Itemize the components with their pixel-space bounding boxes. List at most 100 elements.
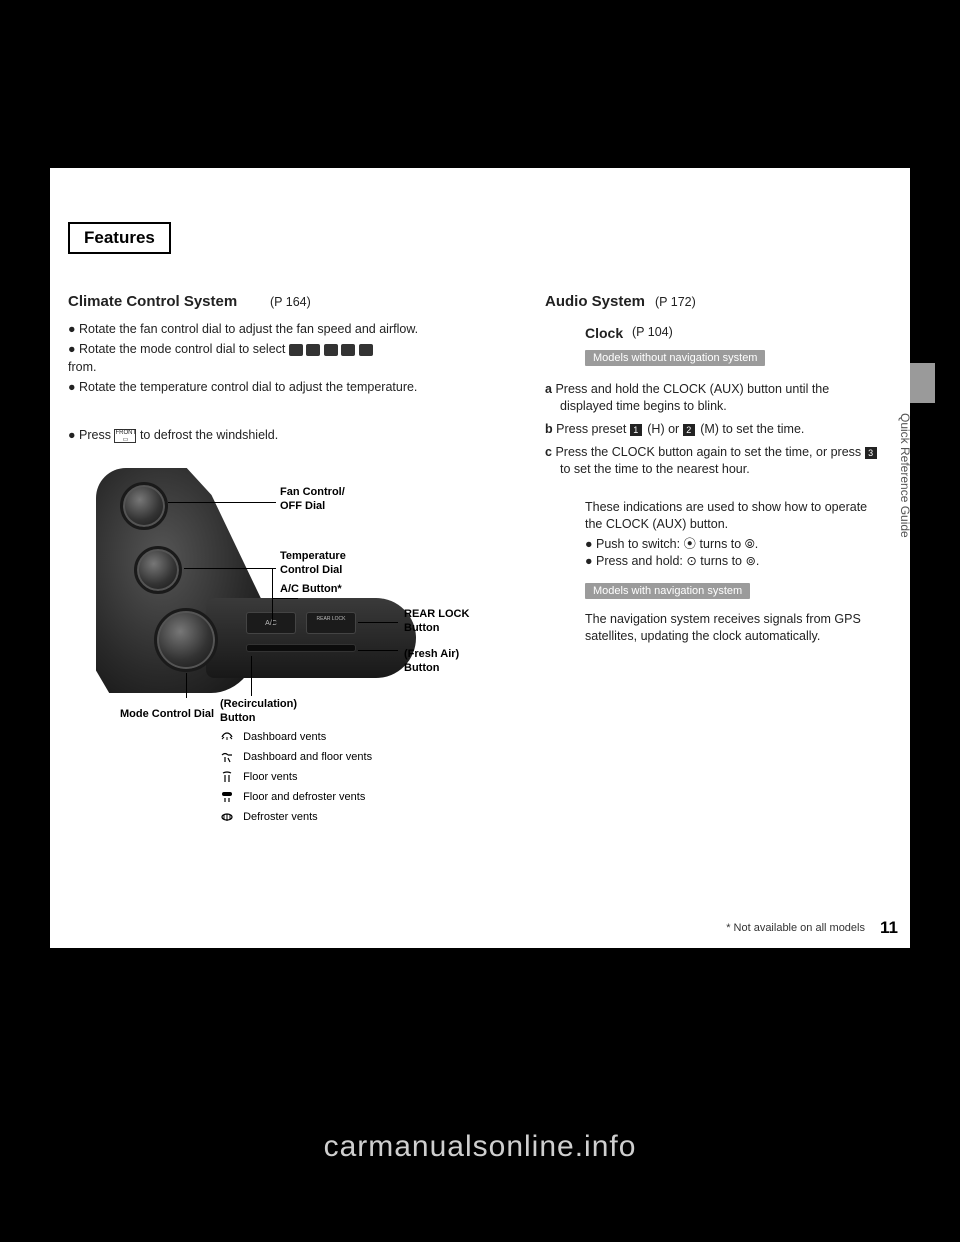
step-c-letter: c xyxy=(545,445,552,459)
rec-callout: (Recirculation) Button xyxy=(220,698,297,726)
note-line2: the CLOCK (AUX) button. xyxy=(585,515,728,533)
lead-ac-v xyxy=(272,568,273,624)
mode-icon-def xyxy=(359,344,373,356)
step-b-letter: b xyxy=(545,422,553,436)
fresh-callout-a: (Fresh Air) xyxy=(404,648,459,660)
mode-text-3: Floor vents xyxy=(243,771,297,783)
mode-text-4: Floor and defroster vents xyxy=(243,791,365,803)
mode-icon-dashfloor xyxy=(306,344,320,356)
step-c-pre: Press the CLOCK button again to set the … xyxy=(555,445,861,459)
step-a: a Press and hold the CLOCK (AUX) button … xyxy=(545,380,829,398)
mode-glyph-dash xyxy=(220,730,234,744)
mode-dial xyxy=(154,608,218,672)
clock-ref: (P 104) xyxy=(632,325,673,339)
lead-mode-v xyxy=(186,673,187,698)
mode-row-2: Dashboard and floor vents xyxy=(220,750,372,765)
temperature-dial xyxy=(134,546,182,594)
air-slider xyxy=(246,644,356,652)
fan-callout-a: Fan Control/ xyxy=(280,486,345,498)
rear-callout-a: REAR LOCK xyxy=(404,608,469,620)
step-c: c Press the CLOCK button again to set th… xyxy=(545,443,879,461)
manual-page: Quick Reference Guide Features Climate C… xyxy=(50,168,910,948)
chip-without-nav: Models without navigation system xyxy=(585,350,765,366)
defrost-pre: ● Press xyxy=(68,428,111,442)
preset-2-icon: 2 xyxy=(683,424,695,436)
fan-callout: Fan Control/ OFF Dial xyxy=(280,486,345,514)
footnote: * Not available on all models xyxy=(726,922,865,934)
climate-bullet-mode-a: ● Rotate the mode control dial to select xyxy=(68,340,468,358)
ac-button: A/C xyxy=(246,612,296,634)
mode-row-3: Floor vents xyxy=(220,770,297,785)
side-section-label: Quick Reference Guide xyxy=(892,413,912,663)
audio-title: Audio System xyxy=(545,293,645,310)
fan-callout-b: OFF Dial xyxy=(280,500,325,512)
lead-rec-v xyxy=(251,656,252,696)
mode-glyph-floor xyxy=(220,770,234,784)
note-push: ● Push to switch: ⦿ turns to ⦾. xyxy=(585,535,758,553)
mode-dial-callout: Mode Control Dial xyxy=(120,708,214,722)
clock-title: Clock xyxy=(585,323,623,343)
climate-bullet-fan: ● Rotate the fan control dial to adjust … xyxy=(68,320,468,338)
step-b-h: (H) or xyxy=(647,422,679,436)
lead-ac-h xyxy=(272,598,298,599)
rear-lock-button: REAR LOCK xyxy=(306,612,356,634)
rec-callout-b: Button xyxy=(220,712,255,724)
mode-text-2: Dashboard and floor vents xyxy=(243,751,372,763)
mode-glyph-def xyxy=(220,810,234,824)
preset-1-icon: 1 xyxy=(630,424,642,436)
mode-text-1: Dashboard vents xyxy=(243,731,326,743)
temp-callout: Temperature Control Dial xyxy=(280,550,346,578)
audio-ref: (P 172) xyxy=(655,295,696,309)
mode-icon-dash xyxy=(289,344,303,356)
climate-title: Climate Control System xyxy=(68,293,237,310)
lead-temp xyxy=(184,568,276,569)
rear-callout-b: Button xyxy=(404,622,439,634)
ac-callout-txt: A/C Button* xyxy=(280,583,342,595)
temp-callout-b: Control Dial xyxy=(280,564,342,576)
step-b: b Press preset 1 (H) or 2 (M) to set the… xyxy=(545,420,804,438)
nav-line1: The navigation system receives signals f… xyxy=(585,610,861,628)
lead-fresh xyxy=(358,650,398,651)
note-line1: These indications are used to show how t… xyxy=(585,498,867,516)
climate-page-ref: (P 164) xyxy=(270,295,311,309)
climate-control-panel: A/C REAR LOCK xyxy=(96,468,416,693)
mode-dial-title: Mode Control Dial xyxy=(120,708,214,720)
step-a-letter: a xyxy=(545,382,552,396)
mode-icon-floor xyxy=(324,344,338,356)
climate-bullet-temp: ● Rotate the temperature control dial to… xyxy=(68,378,468,396)
mode-row-1: Dashboard vents xyxy=(220,730,326,745)
nav-line2: satellites, updating the clock automatic… xyxy=(585,627,820,645)
defrost-post: to defrost the windshield. xyxy=(140,428,278,442)
mode-row-4: Floor and defroster vents xyxy=(220,790,365,805)
page-number: 11 xyxy=(880,918,898,938)
temp-callout-a: Temperature xyxy=(280,550,346,562)
step-a-line1: Press and hold the CLOCK (AUX) button un… xyxy=(555,382,829,396)
rec-callout-a: (Recirculation) xyxy=(220,698,297,710)
features-heading: Features xyxy=(68,222,171,254)
mode-glyph-floordef xyxy=(220,790,234,804)
mode-row-5: Defroster vents xyxy=(220,810,318,825)
mode-text-5: Defroster vents xyxy=(243,811,318,823)
step-b-pre: Press preset xyxy=(556,422,626,436)
ac-callout: A/C Button* xyxy=(280,583,342,597)
step-b-m: (M) to set the time. xyxy=(700,422,804,436)
fan-dial xyxy=(120,482,168,530)
climate-bullet-defrost: ● Press FRONT▭ to defrost the windshield… xyxy=(68,426,278,444)
watermark: carmanualsonline.info xyxy=(0,1130,960,1164)
preset-3-icon: 3 xyxy=(865,447,877,459)
mode-bullet-text-a: ● Rotate the mode control dial to select xyxy=(68,342,285,356)
side-tab xyxy=(910,363,935,403)
mode-glyph-dashfloor xyxy=(220,750,234,764)
front-defrost-icon: FRONT▭ xyxy=(114,429,136,443)
climate-bullet-mode-b: from. xyxy=(68,358,96,376)
mode-icon-floordef xyxy=(341,344,355,356)
chip-with-nav: Models with navigation system xyxy=(585,583,750,599)
fresh-callout-b: Button xyxy=(404,662,439,674)
step-a-line2: displayed time begins to blink. xyxy=(560,397,727,415)
fresh-callout: (Fresh Air) Button xyxy=(404,648,459,676)
lead-fan xyxy=(168,502,276,503)
lead-rear xyxy=(358,622,398,623)
note-hold: ● Press and hold: ⊙ turns to ⊚. xyxy=(585,552,759,570)
rear-callout: REAR LOCK Button xyxy=(404,608,469,636)
step-c-mid: to set the time to the nearest hour. xyxy=(560,460,750,478)
